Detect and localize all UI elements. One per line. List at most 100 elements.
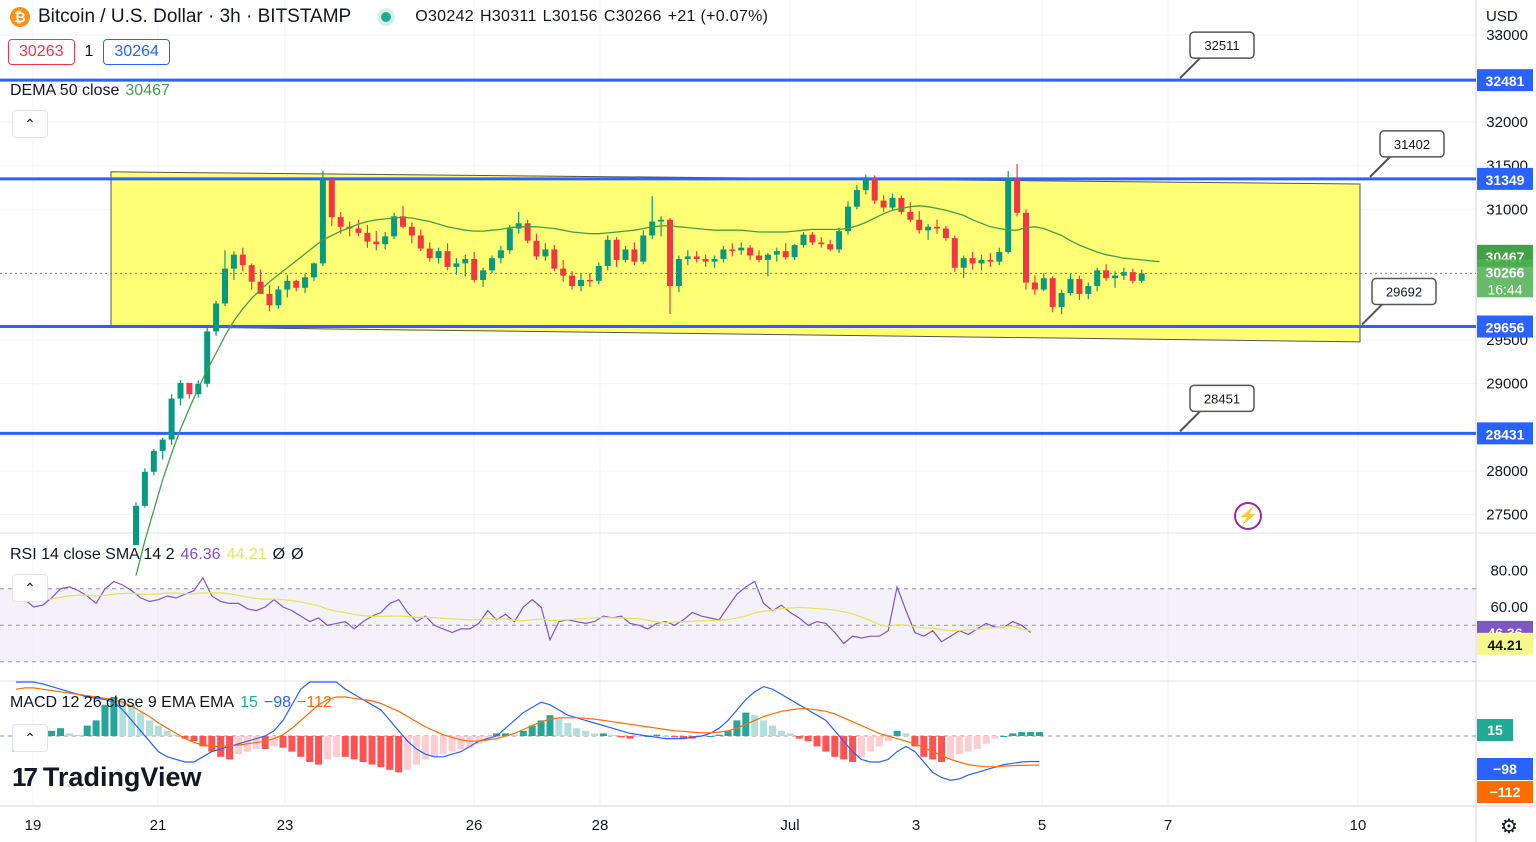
rsi-sma-label: 44.21 (1487, 637, 1522, 653)
rsi-legend[interactable]: RSI 14 close SMA 14 2 46.36 44.21 Ø Ø (10, 546, 310, 564)
ohlc-change: +21 (+0.07%) (667, 8, 769, 25)
tradingview-logo[interactable]: 17 TradingView (12, 762, 201, 793)
candle-body (1067, 279, 1074, 294)
macd-histogram-bar (350, 736, 358, 760)
x-tick-label: 3 (912, 817, 920, 834)
candle-body (1040, 278, 1047, 290)
candle-body (622, 249, 629, 260)
macd-histogram-bar (119, 699, 127, 736)
macd-histogram-bar (137, 712, 145, 736)
macd-histogram-bar (555, 717, 563, 736)
candle-body (515, 223, 522, 229)
candle-body (916, 219, 923, 231)
candle-body (417, 235, 424, 249)
candle-body (293, 280, 300, 288)
macd-legend[interactable]: MACD 12 26 close 9 EMA EMA 15 −98 −112 (10, 694, 338, 712)
macd-histogram-bar (288, 736, 296, 752)
macd-histogram-bar (608, 734, 616, 736)
candle-body (880, 200, 887, 208)
candle-body (649, 221, 656, 236)
macd-histogram-bar (359, 736, 367, 762)
candle-body (444, 251, 451, 267)
candle-body (978, 259, 985, 264)
candle-body (1120, 272, 1127, 276)
ohlc-low: L30156 (542, 8, 598, 25)
tradingview-logo-icon: 17 (12, 762, 38, 792)
candle-body (738, 247, 745, 251)
macd-line-value: −98 (263, 694, 292, 711)
macd-hist-label: 15 (1487, 722, 1503, 738)
candle-body (506, 228, 513, 251)
macd-line-label: −98 (1493, 761, 1517, 777)
buy-button[interactable]: 30264 (103, 39, 170, 65)
candle-body (328, 179, 335, 218)
macd-histogram-bar (493, 733, 501, 736)
macd-histogram-bar (831, 736, 839, 757)
macd-histogram-bar (920, 736, 928, 757)
candle-body (782, 251, 789, 258)
macd-histogram-bar (92, 720, 100, 736)
currency-selector[interactable]: USD ⌄ (1486, 8, 1536, 42)
macd-histogram-bar (466, 736, 474, 748)
bitcoin-icon: ₿ (10, 7, 30, 27)
candle-body (551, 249, 558, 269)
x-tick-label: 7 (1164, 817, 1172, 834)
macd-histogram-bar (65, 733, 73, 736)
macd-histogram-bar (786, 733, 794, 736)
macd-histogram-bar (163, 730, 171, 736)
macd-histogram-bar (199, 736, 207, 747)
candle-body (845, 206, 851, 232)
collapse-macd-button[interactable]: ⌃ (12, 724, 48, 752)
candle-body (898, 197, 905, 212)
macd-histogram-bar (1018, 732, 1026, 736)
macd-histogram-bar (591, 733, 598, 736)
candle-body (355, 228, 362, 233)
candle-body (471, 259, 478, 280)
candle-body (1049, 278, 1056, 307)
candle-body (364, 232, 371, 242)
macd-histogram-bar (297, 736, 305, 757)
macd-histogram-bar (332, 736, 340, 757)
macd-histogram-bar (430, 736, 438, 757)
collapse-rsi-button[interactable]: ⌃ (12, 574, 48, 602)
candle-body (462, 259, 469, 264)
y-tick-label: 29000 (1486, 376, 1528, 393)
symbol-header[interactable]: ₿ Bitcoin / U.S. Dollar · 3h · BITSTAMP … (10, 6, 774, 28)
y-tick-label: 32000 (1486, 114, 1528, 131)
dema-legend[interactable]: DEMA 50 close 30467 (10, 82, 176, 100)
collapse-legend-button[interactable]: ⌃ (12, 110, 48, 138)
symbol-title[interactable]: Bitcoin / U.S. Dollar · 3h · BITSTAMP (38, 6, 352, 27)
x-tick-label: Jul (780, 817, 799, 834)
rsi-sma-line (15, 584, 1031, 632)
macd-hist-tag (1477, 719, 1513, 741)
candle-body (960, 258, 967, 268)
candle-body (311, 263, 317, 278)
candle-body (275, 289, 282, 306)
macd-histogram-bar (528, 725, 536, 736)
lightning-icon[interactable]: ⚡ (1234, 502, 1262, 530)
macd-histogram-bar (101, 704, 109, 736)
bar-countdown-label: 16:44 (1487, 281, 1522, 297)
candle-body (747, 247, 754, 256)
macd-histogram-bar (448, 736, 456, 752)
candle-body (996, 252, 1003, 262)
macd-hist-value: 15 (240, 694, 258, 711)
x-tick-label: 19 (25, 817, 42, 834)
candle-body (400, 216, 406, 227)
parallel-channel (110, 171, 1361, 343)
macd-histogram-bar (991, 736, 999, 739)
x-tick-label: 23 (277, 817, 294, 834)
candle-body (1094, 270, 1101, 287)
candle-body (542, 249, 549, 257)
sell-button[interactable]: 30263 (8, 39, 75, 65)
macd-histogram-bar (795, 736, 803, 739)
macd-histogram-bar (181, 736, 189, 739)
callout-box (1371, 277, 1437, 306)
market-status-icon (381, 12, 392, 22)
candle-body (578, 279, 584, 287)
x-tick-label: 5 (1038, 817, 1046, 834)
macd-histogram-bar (893, 730, 901, 736)
macd-histogram-bar (502, 733, 509, 736)
gear-icon[interactable]: ⚙ (1500, 816, 1518, 838)
